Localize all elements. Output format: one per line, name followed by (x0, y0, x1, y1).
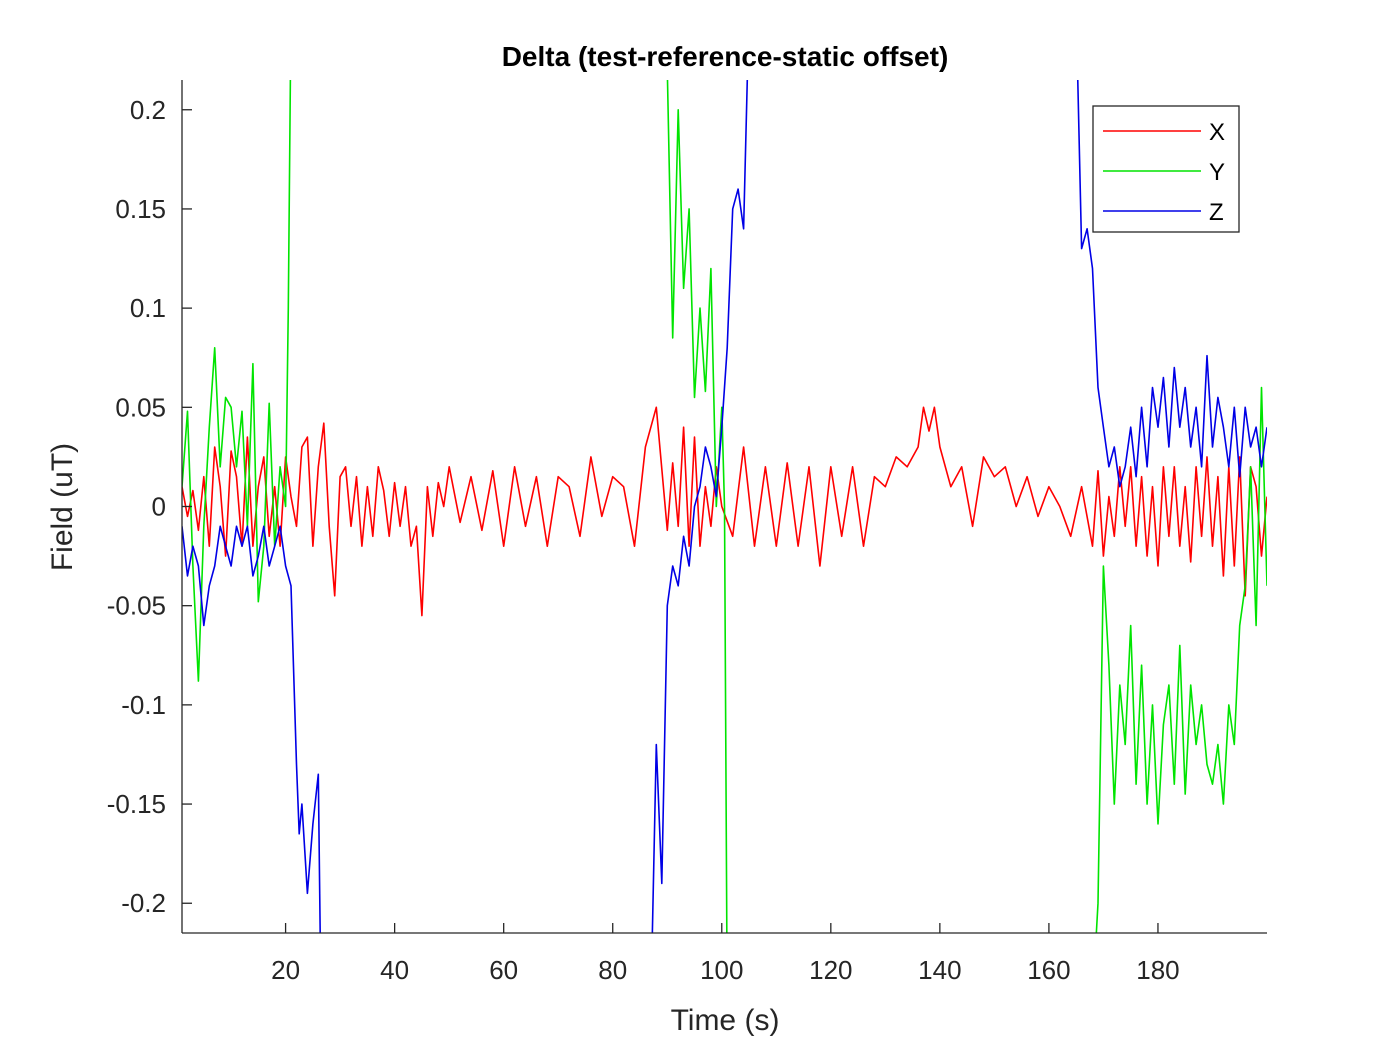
x-tick-label: 60 (489, 955, 518, 985)
y-tick-label: 0.15 (115, 194, 166, 224)
legend-label-x: X (1209, 119, 1225, 146)
x-tick-label: 160 (1027, 955, 1070, 985)
x-axis-label: Time (s) (671, 1004, 780, 1037)
x-tick-label: 20 (271, 955, 300, 985)
chart-title: Delta (test-reference-static offset) (502, 41, 949, 72)
y-tick-label: -0.2 (121, 888, 166, 918)
x-tick-label: 80 (598, 955, 627, 985)
x-tick-label: 180 (1136, 955, 1179, 985)
legend-label-z: Z (1209, 199, 1224, 226)
series-line-y (182, 80, 1267, 933)
x-tick-label: 40 (380, 955, 409, 985)
y-tick-label: -0.15 (107, 789, 166, 819)
axes-layer: 20 40 60 80 100 120 140 160 180 0.2 0.15 0.1 0.05 0 -0… (107, 80, 1267, 985)
y-tick-label: 0 (152, 492, 166, 522)
series-layer (182, 80, 1267, 933)
x-tick-label: 120 (809, 955, 852, 985)
x-tick-label: 140 (918, 955, 961, 985)
x-tick-label: 100 (700, 955, 743, 985)
y-tick-label: -0.05 (107, 591, 166, 621)
legend-label-y: Y (1209, 159, 1225, 186)
y-tick-label: -0.1 (121, 690, 166, 720)
y-tick-label: 0.2 (130, 95, 166, 125)
series-line-x (182, 406, 1267, 617)
legend: XYZ (1092, 105, 1240, 233)
y-tick-label: 0.1 (130, 293, 166, 323)
series-line-z (182, 80, 1267, 933)
y-tick-label: 0.05 (115, 392, 166, 422)
y-axis-label: Field (uT) (46, 443, 79, 571)
